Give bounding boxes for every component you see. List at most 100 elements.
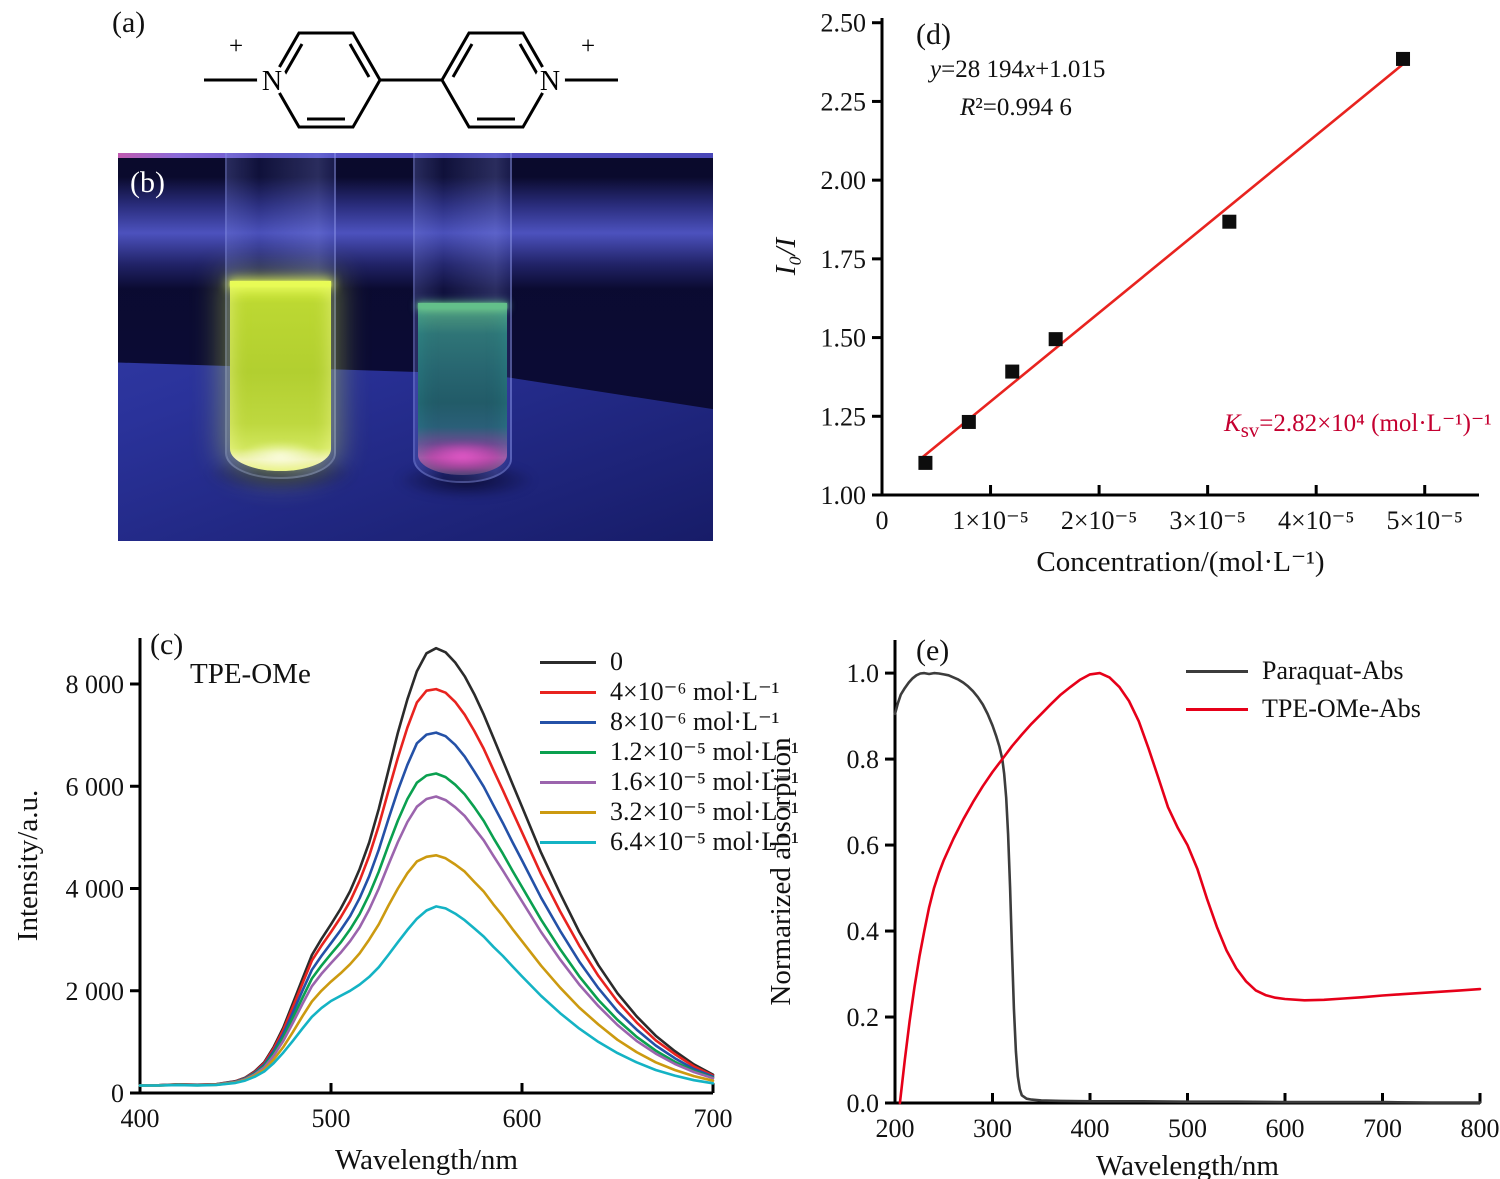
x-tick-label: 700 (694, 1104, 733, 1133)
nitrogen-atom-right: N (540, 66, 560, 97)
eq-x: x (1023, 56, 1036, 83)
legend-label: Paraquat-Abs (1262, 656, 1404, 685)
legend-swatch (540, 780, 596, 784)
legend-item: 8×10⁻⁶ mol·L⁻¹ (540, 707, 799, 737)
y-tick-label: 4 000 (66, 875, 125, 904)
legend-swatch (540, 810, 596, 814)
legend-swatch (540, 720, 596, 724)
y-tick-label: 6 000 (66, 772, 125, 801)
legend-item: 4×10⁻⁶ mol·L⁻¹ (540, 677, 799, 707)
ksv-annotation: Ksv=2.82×10⁴ (mol·L⁻¹)⁻¹ (1224, 408, 1492, 443)
data-point (1396, 51, 1411, 66)
chart-c-legend: 0 4×10⁻⁶ mol·L⁻¹ 8×10⁻⁶ mol·L⁻¹ 1.2×10⁻⁵ mo… (540, 647, 799, 857)
legend-swatch (1186, 707, 1248, 711)
data-point (1048, 332, 1063, 347)
x-tick-label: 600 (1266, 1114, 1305, 1143)
r2-symbol: R (960, 94, 976, 121)
magenta-glow (425, 443, 500, 469)
ksv-symbol: K (1224, 410, 1241, 437)
legend-item: 1.2×10⁻⁵ mol·L⁻¹ (540, 737, 799, 767)
data-point (1005, 364, 1020, 379)
legend-label: 0 (610, 647, 623, 676)
right-meniscus (418, 303, 507, 309)
eq-y: y (930, 56, 942, 83)
series-line-5 (138, 854, 715, 1087)
left-bottom-glow (242, 443, 319, 469)
legend-item: Paraquat-Abs (1186, 652, 1421, 690)
x-tick-label: 3×10⁻⁵ (1169, 506, 1245, 535)
r2-value: ²=0.994 6 (975, 94, 1072, 121)
y-tick-label: 1.00 (821, 481, 867, 510)
yellow-green-liquid (230, 281, 331, 471)
chart-e-svg: 200 300 400 500 600 700 800 0.0 0.2 0.4 0.6 0.8 1.0 W… (770, 640, 1500, 1179)
chart-c-title: TPE-OMe (190, 658, 311, 690)
x-tick-label: 0 (876, 506, 889, 535)
series-line-6 (138, 905, 715, 1087)
x-tick-label: 4×10⁻⁵ (1278, 506, 1354, 535)
legend-label: 3.2×10⁻⁵ mol·L⁻¹ (610, 797, 799, 826)
series-line-0 (893, 671, 1482, 1104)
x-tick-label: 200 (876, 1114, 915, 1143)
y-tick-label: 1.50 (821, 324, 867, 353)
y-tick-label: 1.75 (821, 245, 867, 274)
legend-item: 3.2×10⁻⁵ mol·L⁻¹ (540, 797, 799, 827)
legend-item: 0 (540, 647, 799, 677)
y-tick-label: 2.00 (821, 166, 867, 195)
y-tick-label: 0.4 (847, 917, 880, 946)
legend-label: 1.2×10⁻⁵ mol·L⁻¹ (610, 737, 799, 766)
data-point (1222, 214, 1237, 229)
x-axis-label: Wavelength/nm (335, 1144, 518, 1176)
panel-a-label: (a) (112, 6, 146, 39)
vial-tpe-ome-paraquat (413, 153, 512, 483)
nitrogen-atom-left: N (262, 66, 282, 97)
ksv-value: =2.82×10⁴ (mol·L⁻¹)⁻¹ (1259, 410, 1492, 437)
series-line-4 (138, 795, 715, 1087)
y-tick-label: 0.6 (847, 831, 880, 860)
eq-end: +1.015 (1035, 56, 1106, 83)
plus-charge-left: + (229, 33, 243, 60)
x-tick-label: 2×10⁻⁵ (1061, 506, 1137, 535)
y-tick-label: 0.8 (847, 745, 880, 774)
chart-e-legend: Paraquat-Abs TPE-OMe-Abs (1186, 652, 1421, 728)
x-tick-label: 700 (1363, 1114, 1402, 1143)
y-tick-label: 1.25 (821, 402, 867, 431)
chart-c-svg: 400 500 600 700 0 2 000 4 000 6 000 8 000 Wavelen… (15, 638, 733, 1176)
data-point (961, 414, 976, 429)
left-meniscus (230, 281, 331, 287)
vial-tpe-ome (225, 153, 336, 479)
legend-label: 4×10⁻⁶ mol·L⁻¹ (610, 677, 780, 706)
y-axis-label: Intensity/a.u. (15, 790, 44, 941)
legend-item: 6.4×10⁻⁵ mol·L⁻¹ (540, 827, 799, 857)
eq-mid: =28 194 (941, 56, 1024, 83)
y-tick-label: 2.50 (821, 9, 867, 38)
y-tick-label: 2 000 (66, 977, 125, 1006)
panel-c-label: (c) (150, 628, 184, 661)
fit-line (920, 58, 1410, 460)
x-tick-label: 500 (1168, 1114, 1207, 1143)
panel-b-label: (b) (130, 166, 165, 199)
x-tick-label: 500 (312, 1104, 351, 1133)
legend-swatch (540, 690, 596, 694)
x-tick-label: 400 (121, 1104, 160, 1133)
legend-swatch (540, 840, 596, 844)
y-axis-label: I₀/I (770, 236, 802, 276)
x-tick-label: 5×10⁻⁵ (1387, 506, 1463, 535)
uv-vials-photo: (b) (118, 153, 713, 541)
y-tick-label: 0.0 (847, 1089, 880, 1118)
ksv-subscript: sv (1240, 418, 1260, 442)
y-tick-label: 1.0 (847, 659, 880, 688)
panel-d-label: (d) (916, 18, 951, 51)
paraquat-structure: N N + + (204, 31, 618, 129)
x-tick-label: 400 (1071, 1114, 1110, 1143)
x-axis-label: Concentration/(mol·L⁻¹) (1036, 546, 1324, 578)
fit-equation: y=28 194x+1.015 (930, 56, 1105, 84)
legend-label: TPE-OMe-Abs (1262, 694, 1421, 723)
legend-label: 6.4×10⁻⁵ mol·L⁻¹ (610, 827, 799, 856)
panel-e-label: (e) (916, 634, 950, 667)
legend-label: 1.6×10⁻⁵ mol·L⁻¹ (610, 767, 799, 796)
y-tick-label: 8 000 (66, 670, 125, 699)
data-point (918, 455, 933, 470)
legend-swatch (1186, 669, 1248, 673)
r-squared: R²=0.994 6 (960, 94, 1072, 122)
